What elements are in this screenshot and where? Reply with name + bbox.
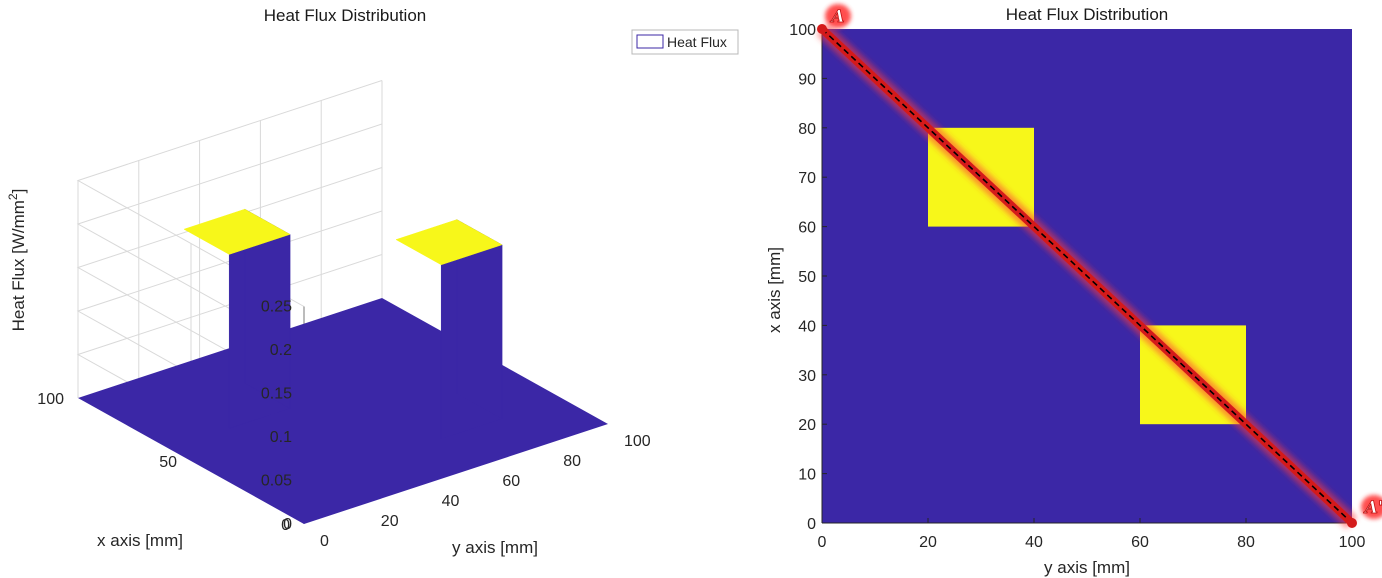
heatmap-x-axis-label: y axis [mm] [1044, 558, 1130, 577]
x-tick-label: 100 [1339, 534, 1366, 551]
heatmap-title: Heat Flux Distribution [1006, 5, 1169, 24]
section-markers: A A' [817, 4, 1382, 528]
y-tick-label: 30 [798, 368, 816, 385]
z-tick-label: 0.2 [270, 342, 292, 359]
surface-mesh [78, 208, 608, 524]
marker-halo [825, 4, 851, 28]
marker-label: A [829, 7, 844, 27]
x-tick-label: 0 [818, 534, 827, 551]
y-tick-label: 0 [807, 516, 816, 533]
heatmap-area [816, 23, 1358, 529]
legend-swatch [636, 34, 664, 49]
y-tick-label: 40 [442, 493, 460, 510]
x-tick-label: 80 [1237, 534, 1255, 551]
y-tick-label: 100 [789, 22, 816, 39]
x-tick-label: 0 [281, 517, 290, 534]
surface-base [78, 298, 608, 524]
marker-dot [817, 24, 827, 34]
z-tick-label: 0.15 [261, 386, 292, 403]
y-tick-label: 40 [798, 318, 816, 335]
y-tick-label: 10 [798, 467, 816, 484]
marker-halo [1361, 495, 1382, 519]
y-tick-label: 70 [798, 170, 816, 187]
marker-label: A' [1363, 498, 1382, 518]
pad-top-face [395, 219, 503, 266]
y-tick-label: 60 [798, 220, 816, 237]
heatmap-y-axis-label: x axis [mm] [765, 247, 784, 333]
y-tick-label: 100 [624, 433, 651, 450]
y-tick-label: 80 [798, 121, 816, 138]
legend: Heat Flux [631, 29, 739, 55]
y-tick-label: 90 [798, 71, 816, 88]
grid-line [76, 80, 383, 307]
x-tick-label: 60 [1131, 534, 1149, 551]
surface-x-axis-label: x axis [mm] [97, 531, 183, 550]
legend-label: Heat Flux [667, 34, 727, 50]
pad-top-face [183, 208, 291, 255]
z-tick-label: 0.05 [261, 473, 292, 490]
marker-dot [1347, 518, 1357, 528]
y-tick-label: 50 [798, 269, 816, 286]
grid-line [76, 123, 383, 351]
z-tick-label: 0 [283, 516, 292, 533]
heatmap-ticks: 0 20 40 60 80 100 0 10 20 30 40 50 60 70 80 90 100 [789, 22, 1365, 551]
x-tick-label: 100 [37, 391, 64, 408]
y-tick-label: 20 [798, 417, 816, 434]
section-line-dashes [821, 28, 1353, 524]
x-tick-label: 40 [1025, 534, 1043, 551]
surface-y-axis-label: y axis [mm] [452, 538, 538, 557]
z-tick-label: 0.25 [261, 299, 292, 316]
y-tick-label: 80 [563, 453, 581, 470]
x-tick-label: 50 [159, 454, 177, 471]
z-tick-label: 0.1 [270, 429, 292, 446]
y-tick-label: 60 [502, 473, 520, 490]
surface-plot: Heat Flux Distribution 0 0.05 0.1 0.15 0.2 0.… [6, 6, 739, 557]
x-tick-label: 20 [919, 534, 937, 551]
surface-z-axis-label: Heat Flux [W/mm2] [6, 189, 28, 332]
y-tick-label: 20 [381, 513, 399, 530]
surface-title: Heat Flux Distribution [264, 6, 427, 25]
y-tick-label: 0 [320, 533, 329, 550]
heatmap-plot: Heat Flux Distribution 0 20 40 60 80 100 0 10 20… [765, 4, 1382, 577]
